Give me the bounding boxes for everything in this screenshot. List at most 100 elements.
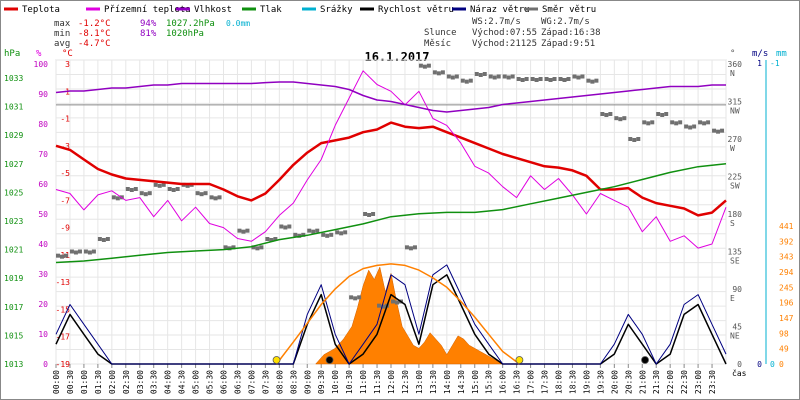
axis-tick-time: 12:00: [387, 370, 396, 394]
radiation-area: [315, 266, 504, 365]
wind-direction-point: [684, 124, 689, 129]
axis-tick-time: 03:30: [150, 370, 159, 394]
axis-tick-time: 17:30: [541, 370, 550, 394]
wind-direction-point: [105, 237, 110, 241]
wind-direction-point: [600, 112, 605, 116]
wind-direction-point: [702, 121, 707, 126]
wind-direction-point: [311, 229, 316, 234]
wind-direction-point: [450, 75, 455, 80]
series-line-n-raz-v-tru: [55, 264, 727, 365]
legend-label: Vlhkost: [194, 5, 232, 15]
wind-direction-point: [538, 77, 543, 81]
axis-tick-time: 22:30: [680, 370, 689, 394]
axis-tick-time: 14:30: [457, 370, 466, 394]
axis-tick-temperature: -7: [60, 196, 70, 205]
wind-direction-point: [632, 138, 637, 142]
wind-direction-point: [129, 188, 134, 192]
axis-unit-humidity: %: [36, 49, 42, 59]
wind-direction-point: [544, 77, 549, 81]
wind-direction-point: [115, 196, 120, 201]
axis-tick-time: 20:30: [624, 370, 633, 394]
wind-direction-point: [524, 77, 529, 81]
axis-tick-time: 01:00: [80, 370, 89, 394]
axis-tick-direction: 225: [728, 173, 743, 182]
axis-tick-pressure: 1027: [4, 160, 23, 169]
wind-direction-point: [566, 77, 571, 81]
axis-tick-compass: S: [730, 219, 735, 228]
axis-tick-time: 05:00: [192, 370, 201, 394]
stat-min-label: min: [54, 29, 70, 39]
wind-direction-point: [412, 245, 417, 250]
axis-tick-radiation: 294: [779, 268, 794, 277]
axis-tick-radiation: 245: [779, 283, 794, 292]
legend-label: Tlak: [260, 5, 282, 15]
axis-tick-time: 11:00: [359, 370, 368, 394]
wind-direction-point: [325, 233, 330, 238]
axis-tick-time: 07:00: [247, 370, 256, 394]
axis-tick-time: 04:30: [178, 370, 187, 394]
wind-direction-point: [496, 74, 501, 79]
wind-direction-point: [101, 238, 106, 242]
wind-direction-point: [111, 195, 116, 200]
axis-tick-radiation: 49: [779, 345, 789, 354]
axis-tick-direction: 270: [728, 135, 743, 144]
axis-tick-temperature: -1: [60, 115, 70, 124]
axis-unit-temperature: °C: [62, 49, 73, 59]
wind-direction-point: [594, 78, 599, 83]
series-line-teplota: [55, 121, 727, 217]
wind-direction-point: [335, 230, 340, 235]
wind-direction-point: [161, 182, 166, 187]
wind-direction-point: [502, 74, 507, 79]
wind-direction-point: [670, 120, 675, 125]
axis-unit-rain: mm: [776, 49, 787, 59]
axis-tick-pressure: 1019: [4, 274, 23, 283]
wind-direction-point: [482, 72, 487, 76]
wind-direction-point: [530, 77, 535, 81]
wind-direction-point: [69, 249, 74, 254]
wind-direction-point: [618, 117, 623, 122]
axis-unit-pressure: hPa: [4, 49, 20, 59]
axis-tick-time: 14:00: [443, 370, 452, 394]
wind-direction-point: [478, 73, 483, 77]
wind-direction-point: [283, 225, 288, 230]
stat-min-press: 1020hPa: [166, 29, 204, 39]
axis-tick-time: 16:00: [499, 370, 508, 394]
wind-direction-point: [199, 192, 204, 197]
legend-label: Směr větru: [542, 5, 596, 15]
axis-tick-radiation: 392: [779, 237, 794, 246]
wind-direction-point: [488, 74, 493, 79]
wind-direction-point: [628, 137, 633, 141]
wind-wg: WG:2.7m/s: [541, 17, 590, 27]
wind-direction-point: [381, 304, 386, 309]
axis-tick-pressure: 1033: [4, 74, 23, 83]
sun-rise: Východ:07:55: [472, 28, 537, 38]
wind-direction-point: [636, 137, 641, 141]
axis-tick-compass: NW: [730, 107, 740, 116]
stat-min-temp: -8.1°C: [78, 29, 111, 39]
axis-tick-time: 00:30: [66, 370, 75, 394]
axis-tick-time: 02:30: [122, 370, 131, 394]
axis-tick-time: 23:00: [694, 370, 703, 394]
moonrise-marker: [641, 356, 649, 364]
wind-direction-point: [97, 237, 102, 241]
wind-direction-point: [660, 113, 665, 117]
axis-tick-temperature: 3: [65, 60, 70, 69]
wind-direction-point: [143, 192, 148, 197]
wind-direction-point: [646, 121, 651, 126]
wind-direction-point: [371, 212, 376, 216]
sunrise-marker: [272, 356, 281, 364]
wind-direction-point: [157, 183, 162, 188]
wind-direction-point: [301, 232, 306, 237]
axis-tick-compass: SE: [730, 257, 740, 266]
wind-direction-point: [492, 75, 497, 80]
axis-tick-humidity: 100: [34, 60, 49, 69]
wind-direction-point: [231, 245, 236, 250]
axis-tick-temperature: -9: [60, 224, 70, 233]
plot-area: [55, 63, 727, 365]
wind-direction-point: [604, 113, 609, 117]
axis-tick-pressure: 1025: [4, 188, 23, 197]
wind-direction-point: [139, 191, 144, 196]
axis-tick-humidity: 80: [38, 120, 48, 129]
wind-direction-point: [209, 195, 214, 200]
wind-direction-point: [688, 125, 693, 130]
